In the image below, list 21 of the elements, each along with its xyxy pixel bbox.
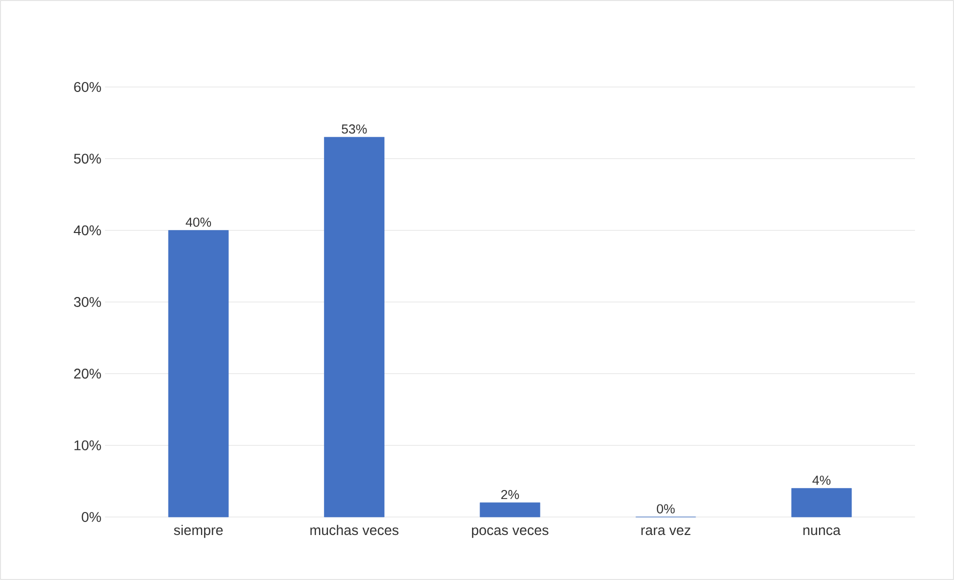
y-tick-label: 0% xyxy=(82,512,101,522)
x-tick-label: siempre xyxy=(174,524,223,538)
data-label: 2% xyxy=(501,490,519,500)
x-tick-label: nunca xyxy=(803,527,841,536)
bar xyxy=(324,136,384,518)
y-tick-label: 60% xyxy=(74,82,101,92)
y-tick-label: 50% xyxy=(74,154,101,164)
x-tick-label: muchas veces xyxy=(310,524,398,536)
y-tick-label: 40% xyxy=(74,225,101,236)
x-tick-label: rara vez xyxy=(641,527,690,536)
data-label: 40% xyxy=(186,218,212,227)
y-tick-label: 10% xyxy=(74,440,101,450)
data-label: 4% xyxy=(812,476,830,485)
data-label: 0% xyxy=(656,504,675,514)
bar xyxy=(791,488,852,518)
bar xyxy=(480,502,540,518)
y-tick-label: 20% xyxy=(74,368,101,379)
data-label: 53% xyxy=(342,124,367,134)
y-tick-label: 30% xyxy=(74,297,101,307)
bar xyxy=(168,230,229,518)
x-tick-label: pocas veces xyxy=(472,527,548,538)
